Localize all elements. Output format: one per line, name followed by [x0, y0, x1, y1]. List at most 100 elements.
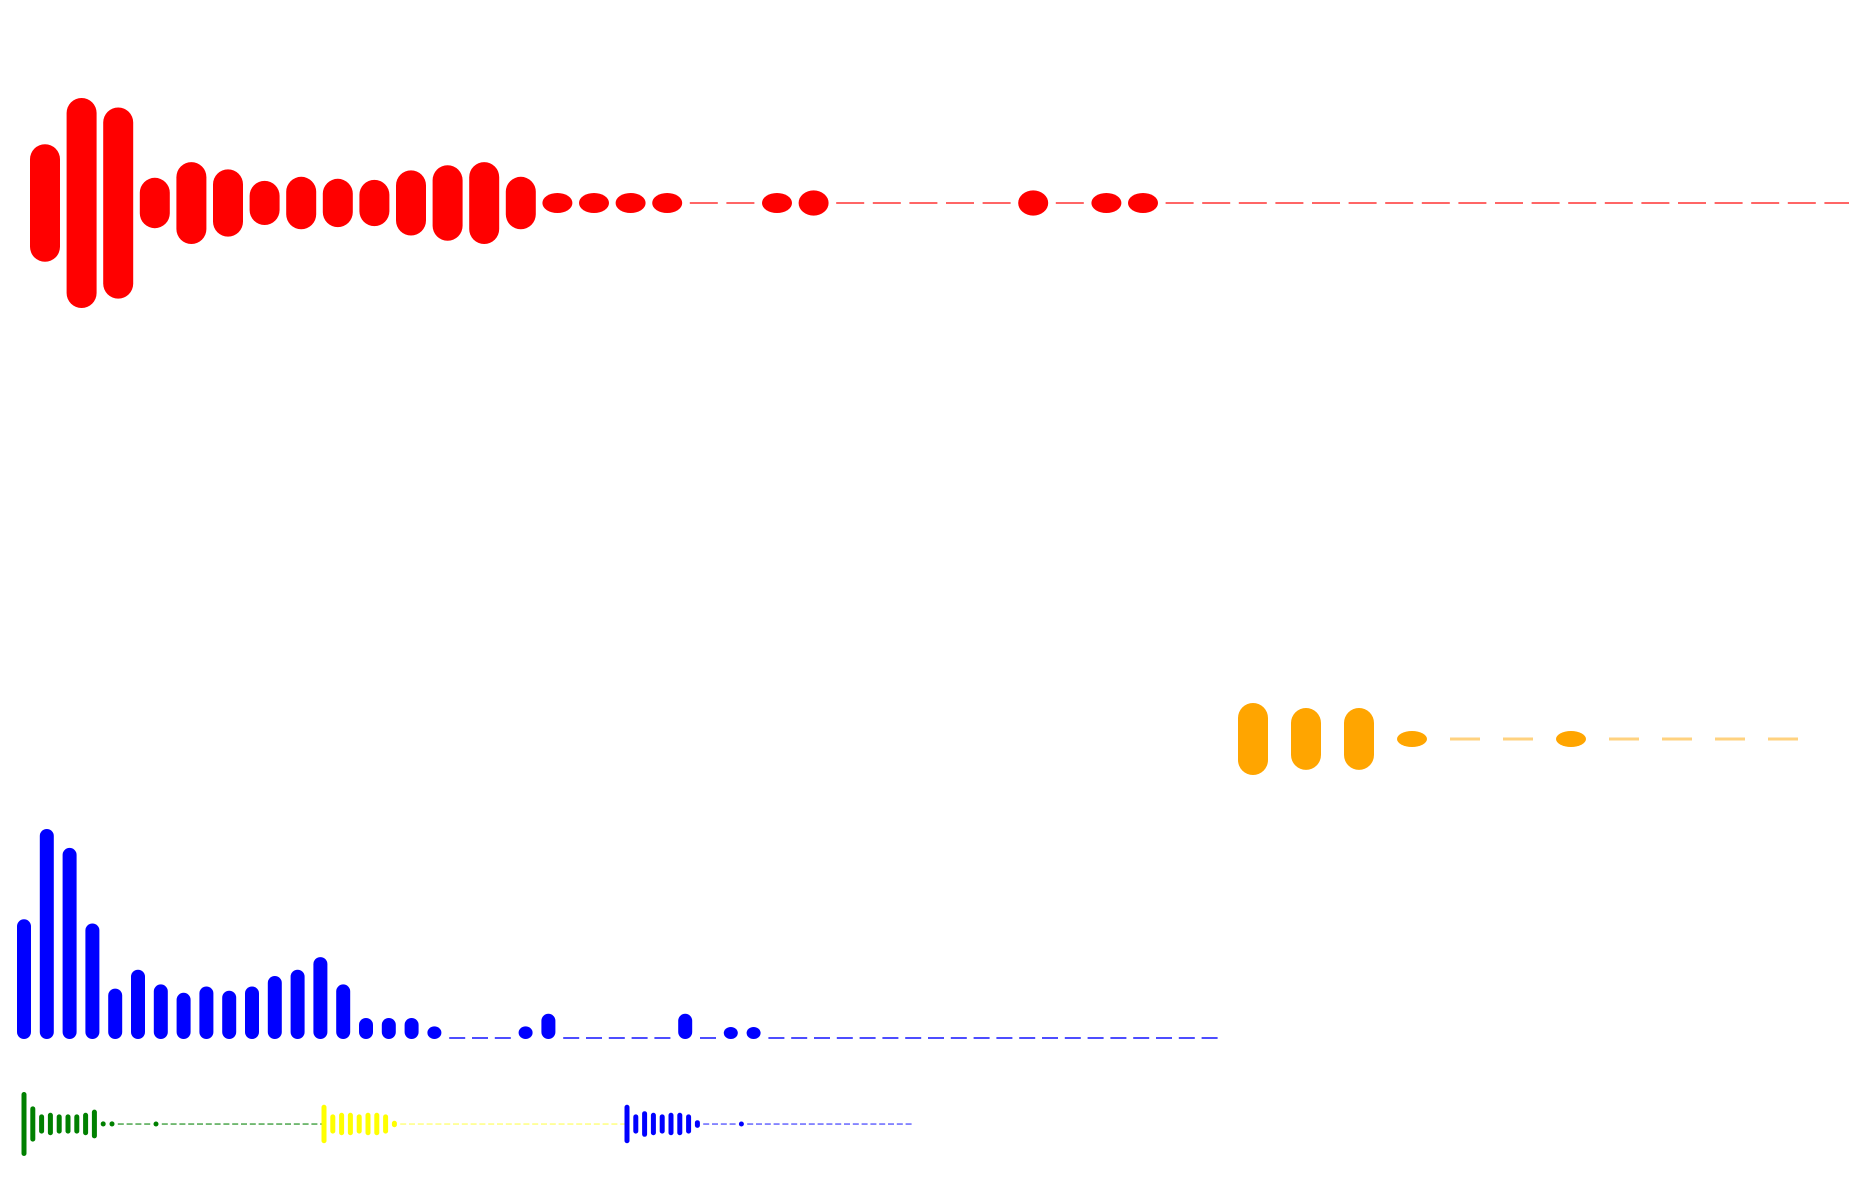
waveform-silence-dash — [585, 1123, 591, 1125]
waveform-silence-dash — [859, 1037, 876, 1039]
waveform-bar — [176, 992, 191, 1039]
waveform-silence-dash — [817, 1123, 824, 1125]
waveform-bar — [249, 180, 280, 225]
orange-waveform — [1238, 703, 1798, 775]
waveform-bar — [579, 193, 609, 213]
waveform-silence-dash — [505, 1123, 512, 1125]
waveform-silence-dash — [267, 1123, 274, 1125]
waveform-silence-dash — [1662, 737, 1692, 741]
waveform-silence-dash — [494, 1037, 511, 1039]
waveform-bar — [374, 1112, 380, 1136]
waveform-bar — [746, 1027, 761, 1039]
waveform-silence-dash — [835, 1123, 842, 1125]
red-waveform — [30, 98, 1849, 308]
waveform-bar — [615, 193, 646, 213]
waveform-silence-dash — [1531, 202, 1560, 204]
waveform-silence-dash — [302, 1123, 309, 1125]
waveform-silence-dash — [563, 1037, 580, 1039]
waveform-bar — [286, 176, 317, 230]
waveform-silence-dash — [909, 202, 938, 204]
waveform-silence-dash — [905, 1037, 922, 1039]
waveform-silence-dash — [1348, 202, 1377, 204]
waveform-bar — [404, 1018, 419, 1039]
waveform-bar — [642, 1111, 648, 1137]
waveform-silence-dash — [1110, 1037, 1127, 1039]
waveform-silence-dash — [1604, 202, 1633, 204]
waveform-silence-dash — [453, 1123, 459, 1125]
waveform-silence-dash — [973, 1037, 990, 1039]
waveform-silence-dash — [1312, 202, 1340, 204]
waveform-bar — [1091, 193, 1122, 213]
waveform-bar — [469, 162, 500, 244]
green-mini-waveform — [21, 1092, 327, 1156]
waveform-bar — [633, 1114, 639, 1134]
waveform-bar — [330, 1114, 336, 1134]
waveform-silence-dash — [747, 1123, 754, 1125]
waveform-silence-dash — [1714, 202, 1743, 204]
waveform-bar — [47, 1112, 53, 1136]
waveform-silence-dash — [1156, 1037, 1172, 1039]
waveform-silence-dash — [1458, 202, 1487, 204]
waveform-silence-dash — [1385, 202, 1414, 204]
waveform-silence-dash — [444, 1123, 451, 1125]
waveform-silence-dash — [826, 1123, 833, 1125]
waveform-silence-dash — [928, 1037, 944, 1039]
waveform-silence-dash — [1824, 202, 1849, 204]
waveform-bar — [336, 984, 351, 1039]
waveform-silence-dash — [461, 1123, 468, 1125]
waveform-bar — [650, 1112, 656, 1136]
waveform-bar — [199, 986, 214, 1039]
waveform-bar — [738, 1121, 744, 1127]
waveform-silence-dash — [472, 1037, 488, 1039]
waveform-silence-dash — [689, 202, 718, 204]
waveform-silence-dash — [808, 1123, 815, 1125]
waveform-bar — [1238, 703, 1268, 775]
waveform-bar — [762, 193, 792, 213]
waveform-silence-dash — [135, 1123, 142, 1125]
waveform-bar — [359, 1018, 373, 1039]
waveform-silence-dash — [852, 1123, 859, 1125]
blue-mini-waveform — [624, 1104, 912, 1144]
waveform-silence-dash — [712, 1123, 718, 1125]
waveform-bar — [66, 98, 97, 308]
waveform-bar — [432, 165, 463, 241]
waveform-bar — [1556, 731, 1586, 747]
waveform-silence-dash — [1087, 1037, 1104, 1039]
waveform-bar — [153, 984, 168, 1039]
waveform-silence-dash — [285, 1123, 291, 1125]
waveform-bar — [62, 847, 77, 1039]
waveform-bar — [100, 1121, 106, 1127]
waveform-silence-dash — [700, 1037, 716, 1039]
waveform-silence-dash — [764, 1123, 771, 1125]
waveform-bar — [139, 177, 170, 229]
waveform-silence-dash — [435, 1123, 442, 1125]
waveform-bar — [39, 1114, 45, 1134]
waveform-silence-dash — [946, 202, 974, 204]
waveform-silence-dash — [611, 1123, 618, 1125]
waveform-bar — [21, 1092, 27, 1156]
waveform-bar — [668, 1112, 674, 1136]
waveform-silence-dash — [126, 1123, 133, 1125]
waveform-bar — [383, 1114, 389, 1134]
waveform-silence-dash — [488, 1123, 495, 1125]
waveform-silence-dash — [449, 1037, 466, 1039]
waveform-silence-dash — [608, 1037, 625, 1039]
waveform-bar — [396, 170, 426, 236]
waveform-silence-dash — [1064, 1037, 1081, 1039]
waveform-silence-dash — [532, 1123, 539, 1125]
waveform-silence-dash — [756, 1123, 762, 1125]
waveform-silence-dash — [188, 1123, 195, 1125]
waveform-bar — [213, 169, 243, 237]
waveform-silence-dash — [1201, 1037, 1218, 1039]
waveform-bar — [339, 1112, 345, 1136]
waveform-bar — [321, 1104, 327, 1144]
waveform-bar — [313, 957, 328, 1039]
waveform-silence-dash — [905, 1123, 912, 1125]
waveform-silence-dash — [782, 1123, 789, 1125]
waveform-silence-dash — [1421, 202, 1450, 204]
waveform-bar — [723, 1027, 738, 1039]
waveform-silence-dash — [586, 1037, 602, 1039]
waveform-bar — [108, 988, 123, 1039]
waveform-bar — [365, 1112, 371, 1136]
waveform-silence-dash — [426, 1123, 433, 1125]
